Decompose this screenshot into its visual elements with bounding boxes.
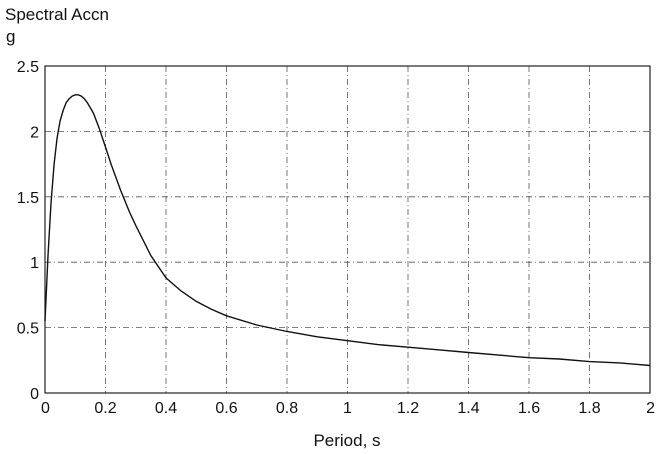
x-tick-label: 1.2	[397, 400, 419, 417]
x-axis-label: Period, s	[313, 431, 380, 450]
x-tick-label: 1.4	[457, 400, 479, 417]
chart-title: Spectral Accn	[5, 5, 109, 24]
y-tick-label: 2.5	[17, 59, 39, 76]
y-tick-label: 0	[30, 386, 39, 403]
grid-lines	[45, 66, 650, 393]
y-tick-label: 2	[30, 124, 39, 141]
x-tick-label: 0.2	[94, 400, 116, 417]
y-tick-label: 0.5	[17, 321, 39, 338]
plot-frame	[44, 65, 651, 394]
y-tick-label: 1.5	[17, 190, 39, 207]
x-tick-label: 1.8	[578, 400, 600, 417]
y-axis-label: g	[6, 27, 15, 46]
y-tick-label: 1	[30, 255, 39, 272]
spectral-curve	[44, 94, 651, 367]
x-tick-label: 2	[646, 400, 655, 417]
x-tick-label: 0.8	[276, 400, 298, 417]
x-tick-label: 0.4	[155, 400, 177, 417]
x-tick-label: 0	[41, 400, 50, 417]
y-tick-labels: 0 0.5 1 1.5 2 2.5	[17, 59, 39, 403]
x-tick-label: 1	[343, 400, 352, 417]
x-tick-label: 0.6	[215, 400, 237, 417]
x-tick-labels: 0 0.2 0.4 0.6 0.8 1 1.2 1.4 1.6 1.8 2	[41, 400, 655, 417]
x-tick-label: 1.6	[518, 400, 540, 417]
